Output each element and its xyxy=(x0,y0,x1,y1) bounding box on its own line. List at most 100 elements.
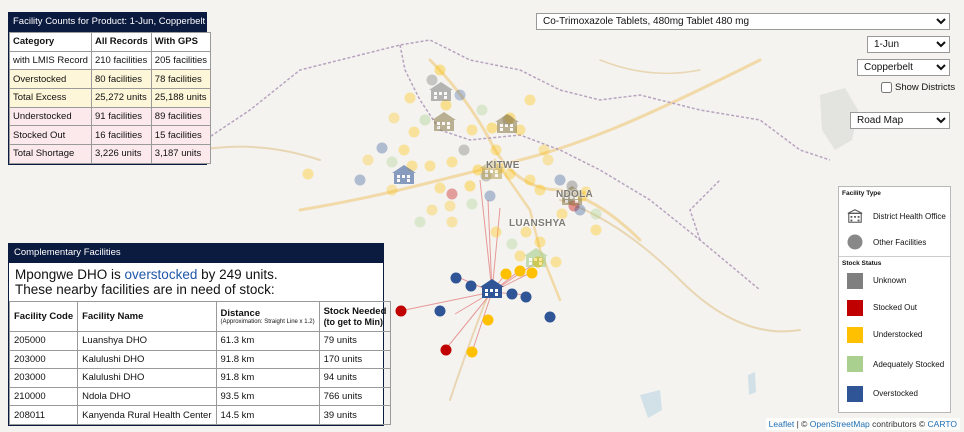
facility-marker xyxy=(408,126,420,138)
dho-building-marker xyxy=(524,248,548,267)
header-with-gps: With GPS xyxy=(150,32,212,52)
header-distance: Distance (Approximation: Straight Line x … xyxy=(215,301,320,332)
city-label-ndola: NDOLA xyxy=(556,189,594,200)
legend-status-label: Adequately Stocked xyxy=(873,359,945,369)
osm-link[interactable]: OpenStreetMap xyxy=(809,419,870,429)
cell-name: Kalulushi DHO xyxy=(77,368,217,388)
row-category: Total Shortage xyxy=(9,144,92,164)
product-select[interactable]: Co-Trimoxazole Tablets, 480mg Tablet 480… xyxy=(536,13,950,30)
show-districts-checkbox[interactable] xyxy=(881,82,892,93)
dho-building-marker xyxy=(429,82,453,101)
legend-status-overstocked: Overstocked xyxy=(839,380,950,407)
facility-marker xyxy=(386,184,398,196)
attrib-sep: | © xyxy=(794,419,810,429)
facility-marker xyxy=(434,305,446,317)
period-select[interactable]: 1-Jun xyxy=(867,36,950,53)
facility-marker xyxy=(395,305,407,317)
row-gps: 25,188 units xyxy=(150,88,212,108)
carto-link[interactable]: CARTO xyxy=(927,419,957,429)
facility-marker xyxy=(446,156,458,168)
table-row: Understocked 91 facilities 89 facilities xyxy=(9,106,212,127)
facility-marker xyxy=(440,344,452,356)
overstocked-link[interactable]: overstocked xyxy=(124,267,198,282)
facility-marker xyxy=(454,89,466,101)
row-gps: 205 facilities xyxy=(150,50,212,71)
message-pre: Mpongwe DHO is xyxy=(15,267,125,282)
row-gps: 3,187 units xyxy=(150,144,212,164)
message-line2: These nearby facilities are in need of s… xyxy=(15,282,275,297)
facility-marker xyxy=(514,265,526,277)
cell-distance: 61.3 km xyxy=(215,331,320,351)
legend-item-other: Other Facilities xyxy=(839,231,950,253)
table-row: Total Shortage 3,226 units 3,187 units xyxy=(9,144,212,164)
basemap-select[interactable]: Road Map xyxy=(850,112,950,129)
legend-item-dho: District Health Office xyxy=(839,201,950,231)
row-category: Stocked Out xyxy=(9,125,92,146)
transfer-line xyxy=(487,199,493,293)
table-row: 205000 Luanshya DHO 61.3 km 79 units xyxy=(8,331,392,351)
facility-marker xyxy=(466,346,478,358)
header-stock-needed: Stock Needed (to get to Min) xyxy=(318,301,392,332)
legend-swatch xyxy=(847,272,863,289)
facility-marker xyxy=(476,104,488,116)
facility-marker xyxy=(520,291,532,303)
facility-marker xyxy=(554,174,566,186)
legend-status-label: Overstocked xyxy=(873,389,918,398)
facility-marker xyxy=(550,256,562,268)
cell-needed: 79 units xyxy=(318,331,392,351)
cell-needed: 766 units xyxy=(318,386,392,407)
show-districts-toggle[interactable]: Show Districts xyxy=(881,82,955,93)
table-row: 208011 Kanyenda Rural Health Center 14.5… xyxy=(8,405,392,425)
complementary-title: Complementary Facilities xyxy=(9,244,383,263)
cell-code: 208011 xyxy=(8,405,79,425)
complementary-facilities-panel: Complementary Facilities Mpongwe DHO is … xyxy=(8,243,392,426)
transfer-line xyxy=(444,291,493,351)
facility-marker xyxy=(524,94,536,106)
facility-marker xyxy=(450,272,462,284)
attrib-contrib: contributors © xyxy=(869,419,928,429)
cell-distance: 91.8 km xyxy=(215,368,320,388)
row-gps: 15 facilities xyxy=(150,125,212,146)
distance-note: (Approximation: Straight Line x 1.2) xyxy=(220,319,315,325)
cell-needed: 170 units xyxy=(318,349,392,370)
stock-needed-note: (to get to Min) xyxy=(323,316,384,327)
facility-marker xyxy=(524,174,536,186)
cell-name: Kanyenda Rural Health Center xyxy=(77,405,217,425)
table-header-row: Facility Code Facility Name Distance (App… xyxy=(8,301,392,332)
facility-marker xyxy=(506,238,518,250)
facility-marker xyxy=(404,92,416,104)
legend-swatch xyxy=(847,356,863,372)
province-select[interactable]: Copperbelt xyxy=(857,59,950,76)
facility-marker xyxy=(544,311,556,323)
facility-counts-title: Facility Counts for Product: 1-Jun, Copp… xyxy=(9,13,206,32)
facility-marker xyxy=(482,314,494,326)
cell-code: 205000 xyxy=(8,331,79,351)
facility-marker xyxy=(386,156,398,168)
legend-status-label: Unknown xyxy=(873,276,907,285)
dho-building-marker xyxy=(495,114,519,133)
row-gps: 89 facilities xyxy=(150,106,212,127)
row-all: 80 facilities xyxy=(90,69,152,90)
dho-building-marker xyxy=(432,112,456,131)
header-all-records: All Records xyxy=(90,32,152,52)
leaflet-link[interactable]: Leaflet xyxy=(768,419,795,429)
circle-icon xyxy=(847,234,863,250)
facility-marker xyxy=(520,226,532,238)
legend-swatch xyxy=(847,385,863,402)
facility-marker xyxy=(504,168,516,180)
facility-marker xyxy=(500,268,512,280)
legend-status-adequately-stocked: Adequately Stocked xyxy=(839,348,950,380)
legend-dho-label: District Health Office xyxy=(873,211,946,221)
facility-marker xyxy=(434,64,446,76)
legend-swatch xyxy=(847,299,863,316)
city-label-kitwe: KITWE xyxy=(486,160,520,171)
facility-marker xyxy=(458,144,470,156)
stock-needed-label: Stock Needed xyxy=(323,305,387,317)
complementary-table: Facility Code Facility Name Distance (App… xyxy=(8,301,392,425)
legend-swatch xyxy=(847,326,863,343)
row-category: with LMIS Record xyxy=(9,50,92,71)
facility-marker xyxy=(580,186,592,198)
facility-marker xyxy=(506,288,518,300)
legend-status-label: Stocked Out xyxy=(873,303,918,312)
facility-marker xyxy=(472,164,484,176)
